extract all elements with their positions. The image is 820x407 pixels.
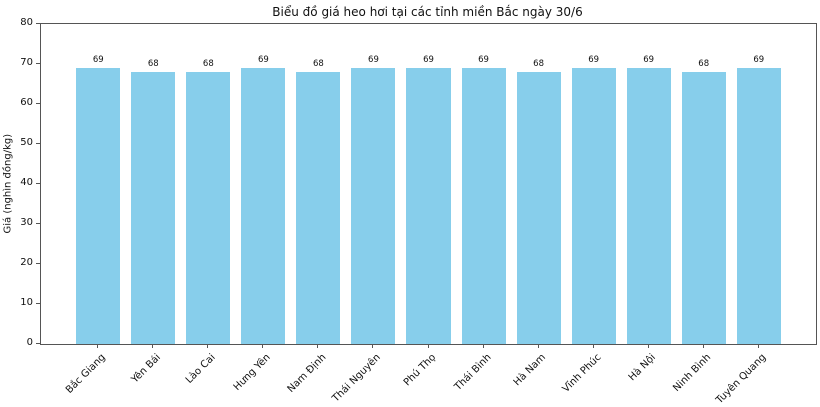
x-tick-label: Bắc Giang (64, 352, 109, 396)
bar (461, 68, 506, 344)
y-tick-label: 60 (20, 97, 33, 108)
bar-value-label: 68 (533, 59, 544, 69)
bar-value-label: 69 (643, 55, 655, 65)
bar (131, 72, 176, 344)
x-tick-label: Vĩnh Phúc (560, 352, 604, 395)
plot-area: 69 68 68 69 68 69 69 69 68 69 69 68 69 (40, 23, 817, 345)
x-tick-label: Tuyên Quang (714, 352, 769, 407)
y-axis-tick (36, 63, 40, 64)
y-tick-label: 10 (20, 297, 33, 308)
x-tick-label: Phú Thọ (401, 352, 439, 389)
bar-value-label: 68 (312, 59, 324, 69)
bar-value-label: 69 (478, 55, 489, 65)
x-axis-tick (647, 344, 649, 348)
y-axis-tick (36, 343, 40, 344)
bar-value-label: 69 (588, 55, 600, 65)
y-tick-label: 0 (26, 337, 33, 348)
bar-value-label: 69 (753, 55, 765, 65)
y-axis-tick (36, 223, 40, 224)
x-tick-label: Yên Bái (129, 352, 164, 386)
y-axis-tick (36, 183, 40, 184)
x-tick-label: Thái Bình (452, 352, 494, 393)
y-axis-tick (36, 23, 40, 24)
y-axis-tick (36, 303, 40, 304)
bar-value-label: 68 (147, 59, 159, 69)
bar (626, 68, 671, 344)
y-axis-tick (36, 103, 40, 104)
bar (681, 72, 726, 344)
x-tick-label: Lào Cai (184, 352, 219, 386)
x-axis-tick (427, 344, 429, 348)
y-tick-label: 20 (20, 257, 33, 268)
x-axis-tick (372, 344, 374, 348)
bar (351, 68, 396, 344)
x-tick-label: Thái Nguyên (330, 352, 384, 405)
bar (186, 72, 231, 344)
x-tick-label: Nam Định (285, 352, 329, 395)
bar-value-label: 69 (368, 55, 379, 65)
y-tick-label: 40 (20, 177, 33, 188)
x-axis-tick (592, 344, 594, 348)
chart-title: Biểu đồ giá heo hơi tại các tỉnh miền Bắ… (272, 5, 583, 19)
y-tick-label: 70 (20, 57, 33, 68)
bar-value-label: 69 (257, 55, 269, 65)
x-tick-label: Hà Nội (627, 352, 659, 384)
bar (241, 68, 286, 344)
x-tick-label: Hưng Yên (232, 352, 274, 394)
x-axis-tick (757, 344, 759, 348)
bar-value-label: 68 (202, 59, 214, 69)
x-axis-tick (702, 344, 704, 348)
x-axis-tick (262, 344, 264, 348)
y-tick-label: 80 (20, 17, 33, 28)
y-axis-tick (36, 143, 40, 144)
bar (296, 72, 341, 344)
y-axis-tick (36, 263, 40, 264)
bar (571, 68, 616, 344)
y-tick-label: 30 (20, 217, 33, 228)
x-axis-tick (537, 344, 539, 348)
x-axis-tick (482, 344, 484, 348)
x-tick-label: Ninh Bình (671, 352, 714, 395)
bar (516, 72, 561, 344)
x-tick-label: Hà Nam (512, 352, 549, 389)
y-tick-label: 50 (20, 137, 33, 148)
x-axis-tick (97, 344, 99, 348)
bar-value-label: 68 (698, 59, 710, 69)
x-axis-tick (152, 344, 154, 348)
bar-value-label: 69 (92, 55, 104, 65)
bar (406, 68, 451, 344)
x-axis-tick (317, 344, 319, 348)
bar-value-label: 69 (423, 55, 434, 65)
bar (736, 68, 781, 344)
x-axis-tick (207, 344, 209, 348)
bar (76, 68, 121, 344)
